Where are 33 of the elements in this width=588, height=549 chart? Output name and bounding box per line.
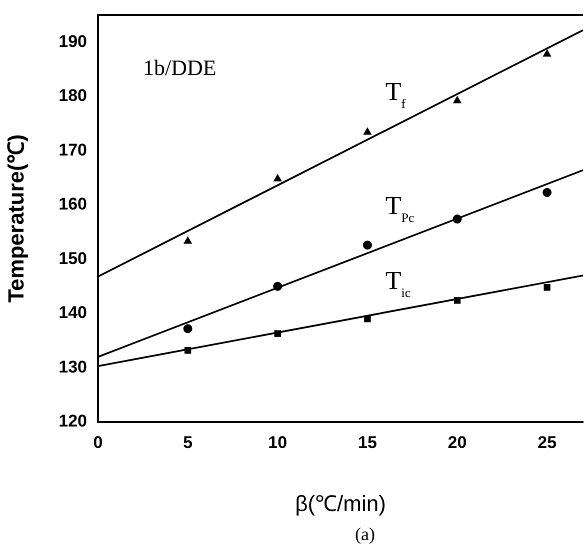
text: (a) — [355, 524, 375, 544]
x-tick-label: 0 — [93, 432, 103, 452]
point — [183, 324, 192, 334]
point — [274, 330, 281, 337]
x-tick-label: 15 — [358, 432, 377, 452]
y-tick-label: 190 — [58, 32, 87, 51]
x-axis-title: β(℃/min) — [295, 490, 386, 516]
point — [273, 282, 282, 291]
annotation: 1b/DDE — [143, 55, 216, 80]
point — [362, 240, 372, 250]
point — [543, 50, 552, 57]
point — [274, 174, 282, 182]
point — [453, 96, 462, 104]
x-tick-label: 5 — [183, 432, 193, 452]
y-tick-label: 130 — [58, 357, 87, 376]
point — [184, 236, 192, 244]
y-tick-label: 120 — [58, 412, 87, 431]
y-tick-label: 140 — [58, 303, 87, 322]
point — [363, 128, 372, 135]
y-tick-label: 160 — [58, 194, 87, 214]
point — [452, 214, 462, 224]
point — [542, 188, 552, 197]
x-tick-label: 20 — [448, 432, 467, 452]
point — [364, 316, 371, 322]
y-tick-label: 170 — [58, 140, 87, 160]
y-axis-title: Temperature(℃) — [3, 134, 28, 303]
point — [454, 297, 461, 304]
x-tick-label: 10 — [268, 432, 288, 452]
point — [544, 284, 550, 291]
x-tick-label: 25 — [538, 432, 557, 452]
point — [184, 347, 192, 354]
y-tick-label: 180 — [58, 86, 87, 106]
y-tick-label: 150 — [58, 248, 87, 268]
